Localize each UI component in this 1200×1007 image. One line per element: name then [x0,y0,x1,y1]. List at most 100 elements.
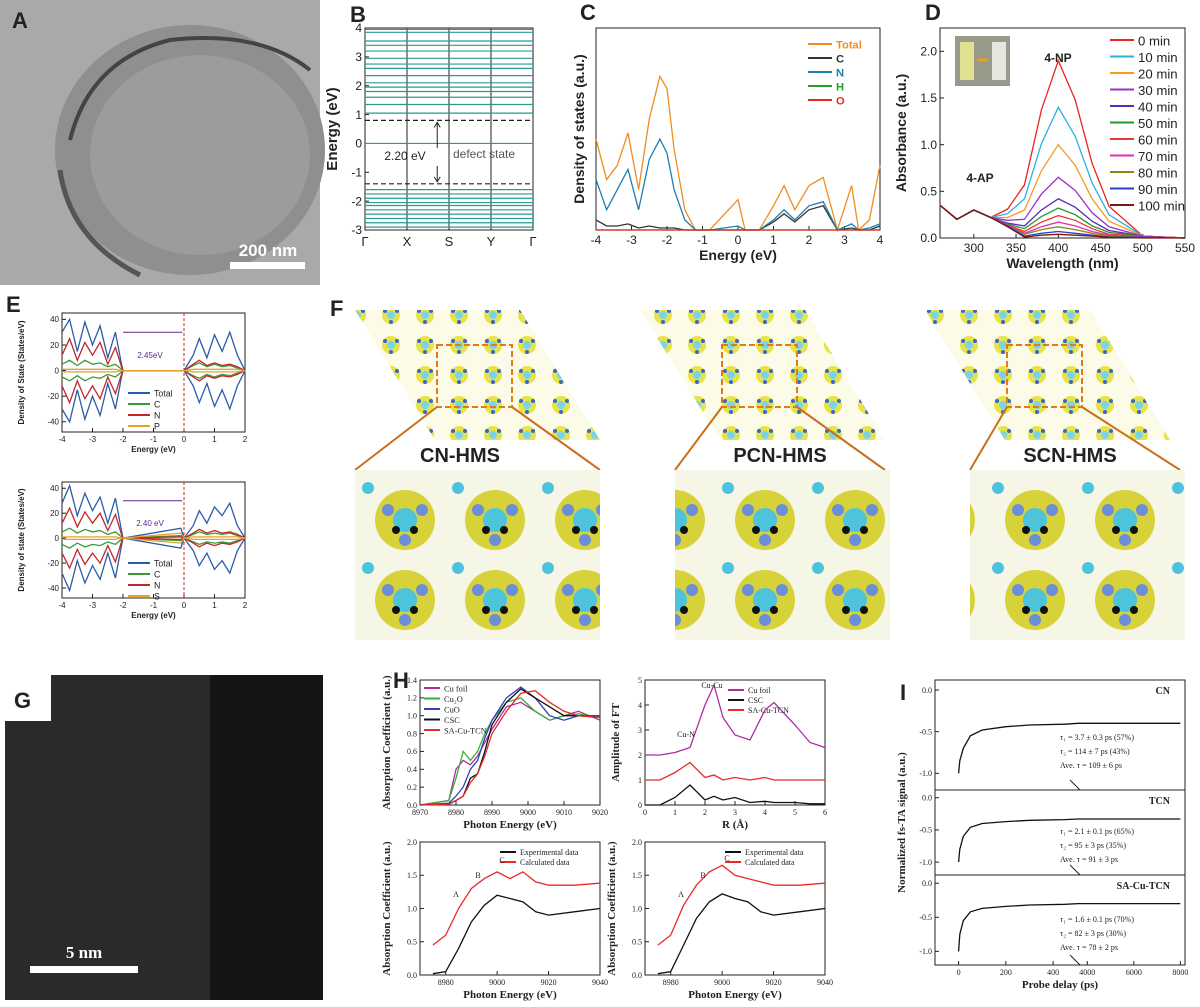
chart: 8980 9000 9020 9040 0.0 0.5 1.0 1.5 2.0 Photon En… [381,838,608,1001]
legend-label: C [836,53,844,65]
x-axis-label: Photon Energy (eV) [688,989,782,1001]
x-tick-label: -2 [662,233,673,247]
y-tick-label: 0.4 [407,765,417,774]
x-tick-label: 4000 [1079,968,1095,977]
structure-label: CN-HMS [420,445,500,467]
annotation: 4-AP [966,171,993,185]
zoom-box [1006,344,1083,408]
legend-label: 40 min [1138,99,1178,114]
series-line [957,722,1181,774]
annotation: τ₁ = 3.7 ± 0.3 ps (57%) [1060,733,1134,742]
y-tick-label: 0.8 [407,729,417,738]
panel-label: F [330,296,343,321]
x-tick-label: 1 [770,233,777,247]
x-tick-label: 8990 [484,808,500,817]
legend-label: N [154,411,160,421]
plot-frame [419,679,601,806]
structure-pcn: PCN-HMS [640,310,890,640]
y-axis-label: Density of state (States/eV) [17,488,26,591]
series-line [595,137,881,231]
y-tick-label: 0 [355,137,362,151]
annotation: 2.45eV [137,351,163,360]
series-line-mirror [61,536,246,593]
y-tick-label: 3 [638,726,642,735]
y-tick-label: -40 [47,418,59,427]
y-tick-label: -0.5 [919,727,932,736]
zoom-line [1081,406,1181,471]
x-tick-label: 9040 [817,978,833,987]
annotation: τ₁ = 2.1 ± 0.1 ps (65%) [1060,827,1134,836]
series-line [657,864,826,946]
chart: -1.0 -0.5 0.0 Normalized fs-TA signal (a.u.… [896,752,1186,893]
x-tick-label: 200 [1000,968,1012,977]
legend-label: P [154,422,160,432]
x-axis-label: Photon Energy (eV) [463,819,557,831]
x-tick-label: X [403,234,412,249]
legend-label: O [836,95,845,107]
y-tick-label: 2.0 [632,838,642,847]
panel-label: D [925,0,941,25]
y-tick-label: 2 [638,751,642,760]
structure-scn: SCN-HMS [925,310,1185,640]
x-tick-label: 8000 [1172,968,1188,977]
x-axis-label: Probe delay (ps) [1022,979,1099,991]
legend-label: Total [154,389,173,399]
y-tick-label: 0 [55,366,60,375]
y-tick-label: -1.0 [919,858,932,867]
y-tick-label: -20 [47,392,59,401]
panel-f: F CN-HMS PCN-HMS SCN-HMS [330,296,1185,640]
y-tick-label: 0 [55,534,60,543]
x-tick-label: 0 [643,808,647,817]
y-tick-label: 0.0 [632,971,642,980]
y-axis-label: Absorption Coefficient (a.u.) [381,841,393,976]
legend-label: N [154,581,160,591]
structure-cn: CN-HMS [354,310,601,640]
annotation: Cu-N [677,730,695,739]
x-tick-label: 9040 [592,978,608,987]
x-tick-label: -1 [150,601,158,610]
y-tick-label: 0.0 [922,686,932,695]
label-bg [1010,440,1130,468]
series-line [645,784,825,806]
chart: 0 200 400 4000 6000 8000 -1.0 -0.5 0.0 Probe dela… [919,874,1188,991]
y-tick-label: 1.5 [920,91,937,105]
label-bg [405,440,515,468]
legend-label: 0 min [1138,33,1170,48]
lattice [640,310,885,440]
legend-label: SA-Cu-TCN [748,706,789,715]
legend-label: Experimental data [520,848,579,857]
x-axis-label: Energy (eV) [131,445,176,454]
x-tick-label: Γ [529,234,536,249]
x-tick-label: 0 [182,601,187,610]
zoom-view [970,470,1185,640]
y-tick-label: 1.0 [407,904,417,913]
panel-label: C [580,0,596,25]
y-axis-label: Density of State (States/eV) [17,320,26,424]
zoom-box [436,344,513,408]
y-tick-label: 0.0 [407,801,417,810]
legend-label: Cu foil [444,684,468,693]
y-tick-label: -40 [47,584,59,593]
series-line [419,690,601,806]
series-line [432,894,601,975]
x-tick-label: -3 [626,233,637,247]
x-tick-label: -3 [89,601,97,610]
panel-label: G [14,688,31,713]
series-line [939,204,1185,239]
x-tick-label: 4 [877,233,884,247]
x-tick-label: 400 [1047,968,1059,977]
series-line [657,893,826,975]
zoom-line [354,406,438,471]
y-axis-label: Density of states (a.u.) [571,54,587,203]
legend-label: Cu foil [748,686,771,695]
zoom-line [674,406,723,471]
y-tick-label: 0.2 [407,783,417,792]
chart: 8970 8980 8990 9000 9010 9020 0.0 0.2 0.4 0.6 0.8 1… [381,668,608,831]
annotation: A [678,890,684,899]
y-tick-label: 20 [50,341,59,350]
sheet-edge [68,36,312,141]
annotation: 4-NP [1044,51,1071,65]
annotation: τ₁ = 1.6 ± 0.1 ps (70%) [1060,915,1134,924]
x-tick-label: -2 [119,601,127,610]
